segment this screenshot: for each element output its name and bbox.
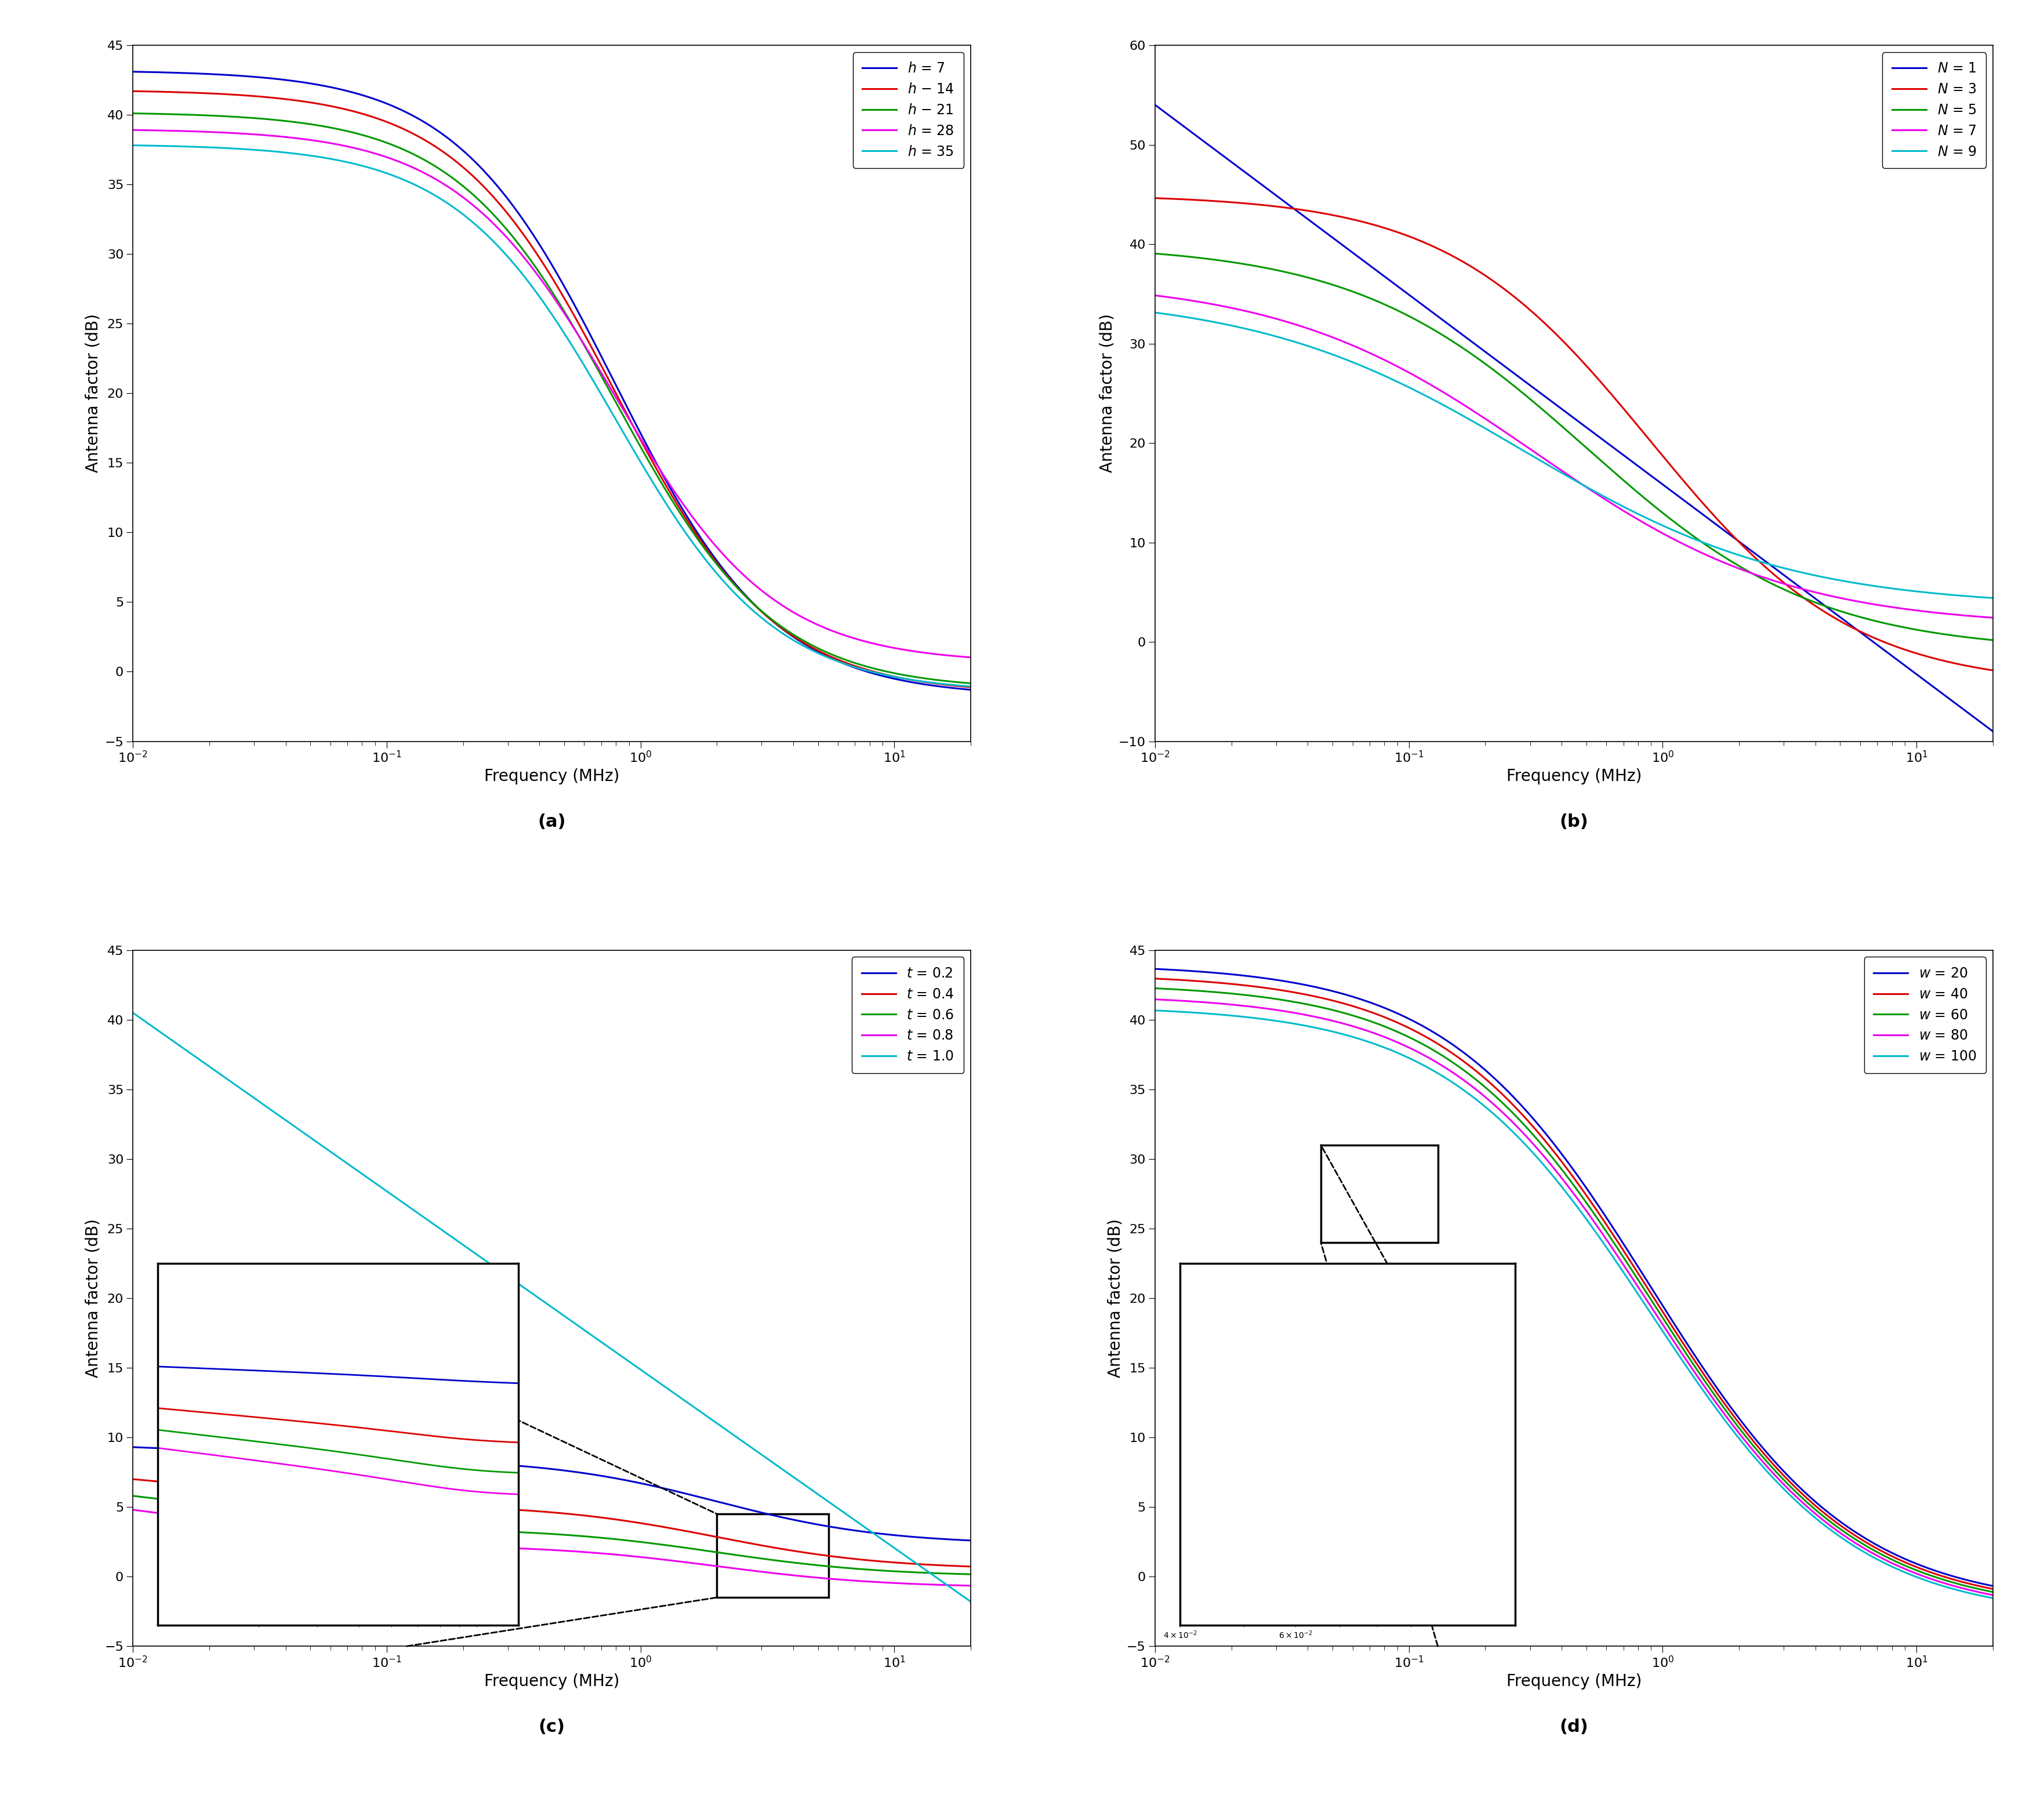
Text: (c): (c)	[538, 1719, 564, 1735]
Legend: $w$ = 20, $w$ = 40, $w$ = 60, $w$ = 80, $w$ = 100: $w$ = 20, $w$ = 40, $w$ = 60, $w$ = 80, …	[1864, 957, 1987, 1073]
Bar	[1320, 1145, 1437, 1243]
X-axis label: Frequency (MHz): Frequency (MHz)	[1506, 1673, 1641, 1690]
X-axis label: Frequency (MHz): Frequency (MHz)	[484, 1673, 619, 1690]
Y-axis label: Antenna factor (dB): Antenna factor (dB)	[1100, 313, 1116, 472]
X-axis label: Frequency (MHz): Frequency (MHz)	[1506, 769, 1641, 785]
Y-axis label: Antenna factor (dB): Antenna factor (dB)	[1108, 1219, 1124, 1378]
Legend: $t$ = 0.2, $t$ = 0.4, $t$ = 0.6, $t$ = 0.8, $t$ = 1.0: $t$ = 0.2, $t$ = 0.4, $t$ = 0.6, $t$ = 0…	[852, 957, 965, 1073]
Bar	[717, 1514, 828, 1597]
Legend: $N$ = 1, $N$ = 3, $N$ = 5, $N$ = 7, $N$ = 9: $N$ = 1, $N$ = 3, $N$ = 5, $N$ = 7, $N$ …	[1883, 52, 1987, 168]
Legend: $h$ = 7, $h$ − 14, $h$ − 21, $h$ = 28, $h$ = 35: $h$ = 7, $h$ − 14, $h$ − 21, $h$ = 28, $…	[852, 52, 965, 168]
Text: (b): (b)	[1560, 814, 1588, 830]
Y-axis label: Antenna factor (dB): Antenna factor (dB)	[86, 1219, 102, 1378]
Y-axis label: Antenna factor (dB): Antenna factor (dB)	[86, 313, 102, 472]
Text: (a): (a)	[538, 814, 566, 830]
Text: (d): (d)	[1560, 1719, 1588, 1735]
X-axis label: Frequency (MHz): Frequency (MHz)	[484, 769, 619, 785]
